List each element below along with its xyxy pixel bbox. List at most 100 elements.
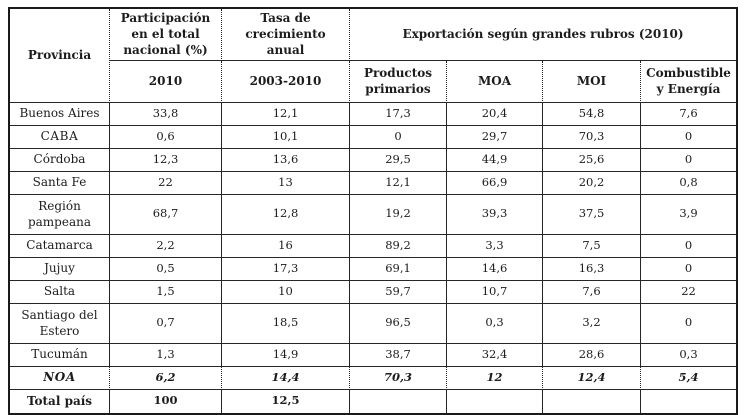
table-row: Catamarca 2,2 16 89,2 3,3 7,5 0 — [10, 234, 737, 258]
value-cell — [641, 390, 736, 413]
value-cell: 1,3 — [110, 343, 222, 367]
value-cell: 0,6 — [110, 125, 222, 149]
province-cell: Córdoba — [10, 148, 110, 172]
value-cell: 37,5 — [543, 194, 641, 235]
value-cell: 38,7 — [350, 343, 447, 367]
value-cell — [543, 389, 641, 413]
province-cell: Total país — [10, 389, 110, 413]
value-cell: 39,3 — [447, 194, 543, 235]
value-cell: 17,3 — [350, 102, 447, 126]
value-cell: 12,1 — [222, 102, 350, 126]
value-cell: 68,7 — [110, 194, 222, 235]
table-row: Jujuy 0,5 17,3 69,1 14,6 16,3 0 — [10, 257, 737, 281]
value-cell: 12,4 — [543, 366, 641, 390]
col-header-provincia: Provincia — [10, 9, 110, 103]
value-cell: 0 — [641, 126, 737, 149]
value-cell: 70,3 — [543, 125, 641, 149]
value-cell: 12,3 — [110, 148, 222, 172]
value-cell: 16 — [222, 234, 350, 258]
value-cell: 10,7 — [447, 280, 543, 304]
value-cell — [447, 389, 543, 413]
value-cell: 44,9 — [447, 148, 543, 172]
value-cell: 16,3 — [543, 257, 641, 281]
value-cell: 66,9 — [447, 171, 543, 195]
value-cell: 10,1 — [222, 125, 350, 149]
province-cell: Región pampeana — [10, 194, 110, 235]
table-row: Región pampeana 68,7 12,8 19,2 39,3 37,5 3,9 — [10, 194, 737, 235]
value-cell: 13 — [222, 171, 350, 195]
value-cell: 12,1 — [350, 171, 447, 195]
value-cell: 22 — [110, 171, 222, 195]
value-cell: 0 — [641, 235, 737, 258]
value-cell: 0 — [350, 125, 447, 149]
province-cell: Buenos Aires — [10, 102, 110, 126]
value-cell: 0,7 — [110, 303, 222, 344]
province-cell: Tucumán — [10, 343, 110, 367]
col-header-participacion: Participación en el total nacional (%) — [110, 9, 222, 61]
exports-table: Provincia Participación en el total naci… — [8, 7, 739, 415]
table-row: NOA 6,2 14,4 70,3 12 12,4 5,4 — [10, 366, 737, 390]
value-cell: 14,4 — [222, 366, 350, 390]
value-cell: 100 — [110, 389, 222, 413]
value-cell: 1,5 — [110, 280, 222, 304]
value-cell: 32,4 — [447, 343, 543, 367]
province-cell: Salta — [10, 280, 110, 304]
value-cell: 22 — [641, 281, 737, 304]
value-cell: 13,6 — [222, 148, 350, 172]
value-cell: 7,6 — [543, 280, 641, 304]
province-cell: Catamarca — [10, 234, 110, 258]
table-row: Santa Fe 22 13 12,1 66,9 20,2 0,8 — [10, 171, 737, 195]
value-cell: 69,1 — [350, 257, 447, 281]
table-row: Total país 100 12,5 — [10, 389, 736, 413]
value-cell: 20,4 — [447, 102, 543, 126]
value-cell: 0,5 — [110, 257, 222, 281]
value-cell: 70,3 — [350, 366, 447, 390]
value-cell: 19,2 — [350, 194, 447, 235]
value-cell: 33,8 — [110, 102, 222, 126]
subheader-2003-2010: 2003-2010 — [222, 60, 350, 103]
value-cell: 7,5 — [543, 234, 641, 258]
value-cell: 29,5 — [350, 148, 447, 172]
value-cell: 0,3 — [447, 303, 543, 344]
table-row: Buenos Aires 33,8 12,1 17,3 20,4 54,8 7,6 — [10, 102, 737, 126]
value-cell: 54,8 — [543, 102, 641, 126]
value-cell: 5,4 — [641, 367, 737, 390]
value-cell: 0 — [641, 258, 737, 281]
value-cell: 29,7 — [447, 125, 543, 149]
subheader-productos-primarios: Productos primarios — [350, 60, 447, 103]
value-cell: 28,6 — [543, 343, 641, 367]
value-cell: 59,7 — [350, 280, 447, 304]
value-cell: 12,5 — [222, 389, 350, 413]
table-row: Tucumán 1,3 14,9 38,7 32,4 28,6 0,3 — [10, 343, 737, 367]
value-cell: 12 — [447, 366, 543, 390]
province-cell: Jujuy — [10, 257, 110, 281]
table-row: CABA 0,6 10,1 0 29,7 70,3 0 — [10, 125, 737, 149]
table-row: Salta 1,5 10 59,7 10,7 7,6 22 — [10, 280, 737, 304]
province-cell: NOA — [10, 366, 110, 390]
value-cell: 17,3 — [222, 257, 350, 281]
province-cell: CABA — [10, 125, 110, 149]
province-cell: Santa Fe — [10, 171, 110, 195]
value-cell: 25,6 — [543, 148, 641, 172]
value-cell: 18,5 — [222, 303, 350, 344]
value-cell: 0,8 — [641, 172, 737, 195]
value-cell: 7,6 — [641, 103, 737, 126]
value-cell: 89,2 — [350, 234, 447, 258]
value-cell: 0 — [641, 149, 737, 172]
subheader-combustible-energia: Combustible y Energía — [641, 61, 737, 103]
value-cell: 0,3 — [641, 344, 737, 367]
value-cell: 0 — [641, 304, 737, 344]
value-cell: 12,8 — [222, 194, 350, 235]
table-row: Santiago del Estero 0,7 18,5 96,5 0,3 3,2 0 — [10, 303, 737, 344]
value-cell: 2,2 — [110, 234, 222, 258]
value-cell: 3,3 — [447, 234, 543, 258]
value-cell: 6,2 — [110, 366, 222, 390]
province-cell: Santiago del Estero — [10, 303, 110, 344]
subheader-moi: MOI — [543, 60, 641, 103]
col-header-exportacion: Exportación según grandes rubros (2010) — [350, 9, 737, 61]
table-body: Buenos Aires 33,8 12,1 17,3 20,4 54,8 7,6 CABA 0… — [10, 102, 737, 413]
value-cell: 96,5 — [350, 303, 447, 344]
col-header-tasa: Tasa de crecimiento anual — [222, 9, 350, 61]
table-header: Provincia Participación en el total naci… — [10, 9, 737, 103]
